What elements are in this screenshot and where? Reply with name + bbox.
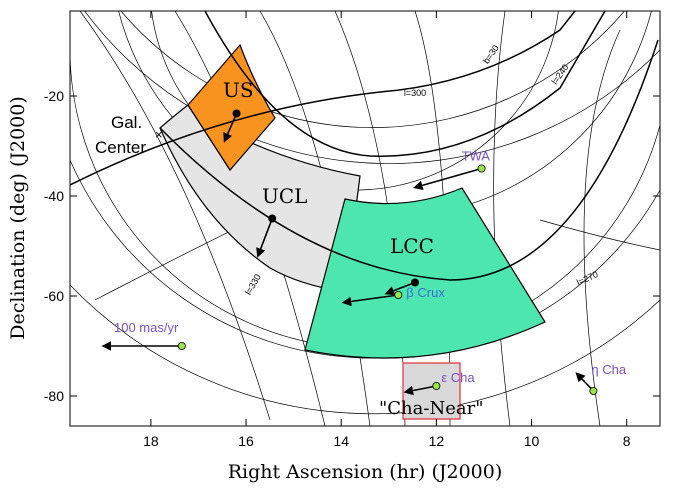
region-lcc <box>304 187 546 359</box>
grid-arc <box>70 284 660 415</box>
proper-motion-arrow <box>384 281 416 296</box>
grid-arc <box>84 11 660 164</box>
y-tick-label: -20 <box>44 88 64 104</box>
region-label-ucl: UCL <box>262 184 307 208</box>
latitude-boundaries <box>70 11 659 281</box>
galactic-grid-label: b=30 <box>481 43 501 65</box>
x-tick-label: 8 <box>623 433 631 449</box>
grid-line <box>583 29 621 426</box>
data-point <box>410 278 419 287</box>
region-label-us: US <box>223 78 254 102</box>
data-point <box>268 214 277 223</box>
data-point <box>232 109 241 118</box>
proper-motion-arrow <box>403 385 437 396</box>
boundary-arc <box>70 11 576 186</box>
data-point <box>432 381 441 390</box>
galactic-grid-label: l=330 <box>243 272 263 296</box>
grid-line <box>539 219 660 251</box>
proper-motion-arrow <box>341 294 399 307</box>
data-point <box>177 341 186 350</box>
data-point <box>589 386 598 395</box>
x-tick-label: 14 <box>333 433 349 449</box>
region-label-lcc: LCC <box>390 234 434 258</box>
proper-motion-arrow <box>223 113 238 143</box>
y-tick-label: -60 <box>44 288 64 304</box>
grid-line <box>493 11 511 426</box>
point-label: ε Cha <box>441 370 475 385</box>
x-tick-label: 16 <box>238 433 254 449</box>
x-tick-label: 12 <box>429 433 445 449</box>
point-label: η Cha <box>591 362 626 377</box>
y-tick-label: -80 <box>44 388 64 404</box>
plot-frame <box>69 10 661 427</box>
grid-line <box>79 11 271 421</box>
galactic-grid-label: l=300 <box>404 88 426 98</box>
grid-arc <box>120 11 625 128</box>
point-label: TWA <box>462 149 491 164</box>
grid-arc <box>151 11 559 191</box>
boundary-arc <box>159 39 659 281</box>
plot-area <box>70 11 660 426</box>
point-label: β Crux <box>406 285 445 300</box>
axes-layer: 18 16 14 12 10 8 -20 -40 -60 -80 l=300 l=330 b=30 l=2… <box>44 11 660 449</box>
y-tick-label: -40 <box>44 188 64 204</box>
scale-label: 100 mas/yr <box>114 320 179 335</box>
x-tick-label: 18 <box>143 433 159 449</box>
proper-motion-arrow <box>413 167 482 191</box>
boundary-arc <box>204 11 606 157</box>
galactic-grid-label: l=270 <box>575 269 599 287</box>
x-tick-label: 10 <box>524 433 540 449</box>
proper-motion-arrow <box>256 218 273 258</box>
gal-center-marker: × <box>155 127 163 142</box>
y-axis-title: Declination (deg) (J2000) <box>7 96 29 340</box>
marks-layer: TWA β Crux ε Cha η Cha <box>101 109 627 396</box>
data-point <box>477 164 486 173</box>
proper-motion-arrow <box>575 372 594 392</box>
data-point <box>394 290 403 299</box>
x-axis-title: Right Ascension (hr) (J2000) <box>228 461 503 483</box>
cha-near-label: "Cha-Near" <box>379 398 483 419</box>
gal-center-label-1: Gal. <box>111 113 142 132</box>
gal-center-label-2: Center <box>95 138 146 157</box>
